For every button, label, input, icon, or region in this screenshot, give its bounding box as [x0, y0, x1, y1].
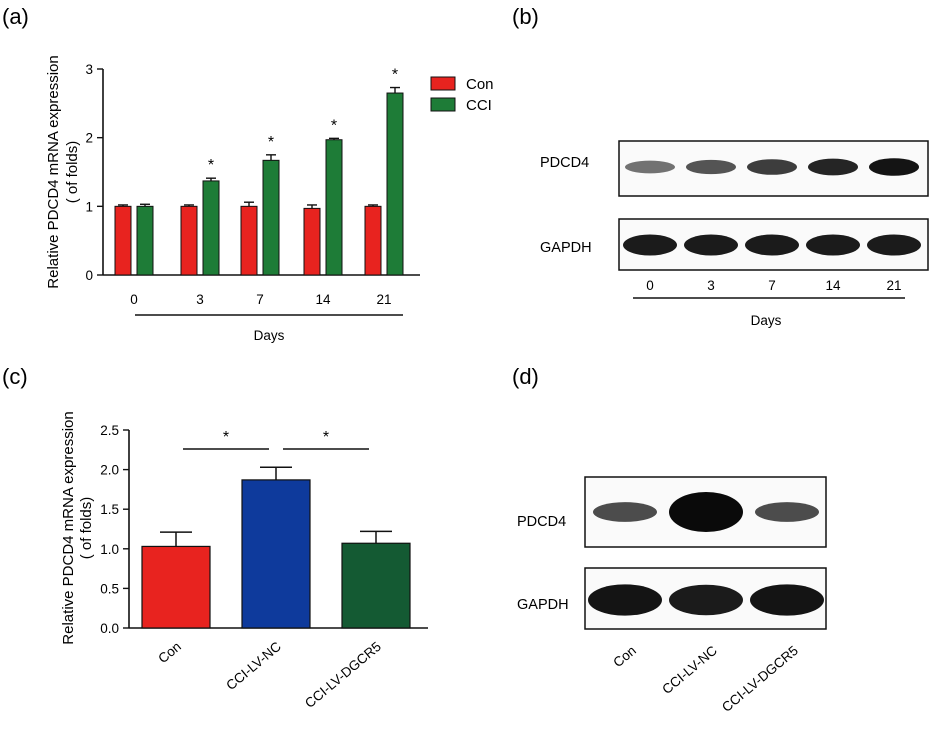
chart-a-bar-con	[240, 205, 258, 276]
blot-d-gapdh-band	[669, 584, 743, 616]
blot-d-lane-labels: Con CCI-LV-NC CCI-LV-DGCR5	[610, 643, 801, 715]
chart-a-ylabel-2: ( of folds)	[64, 141, 81, 204]
chart-a-bar-con	[303, 207, 321, 276]
blot-b: PDCD4 GAPDH 0 3 7 14 21 Days	[540, 140, 929, 328]
chart-c-ytick-label: 1.0	[100, 542, 119, 557]
chart-a-xtick-label: 14	[315, 292, 331, 307]
chart-a: Relative PDCD4 mRNA expression ( of fold…	[45, 55, 494, 343]
chart-a-significance: *	[392, 67, 398, 84]
blot-b-lane-label: 14	[825, 278, 841, 293]
blot-b-row-pdcd4: PDCD4	[540, 155, 589, 171]
chart-a-xtick-label: 0	[130, 292, 138, 307]
blot-d-row-gapdh: GAPDH	[517, 597, 569, 613]
blot-d-bands	[588, 492, 824, 616]
blot-d-pdcd4-band	[593, 502, 657, 522]
chart-a-xtick-label: 21	[376, 292, 391, 307]
chart-c-significance: *	[323, 429, 329, 446]
blot-b-pdcd4-band	[625, 160, 675, 174]
chart-a-bars: * * * *	[114, 67, 404, 276]
chart-a-ylabel-1: Relative PDCD4 mRNA expression	[45, 55, 62, 288]
chart-a-significance: *	[208, 157, 214, 174]
blot-d-lane-label: Con	[610, 643, 639, 670]
blot-b-lane-label: 7	[768, 278, 776, 293]
chart-a-bar-cci	[262, 159, 280, 276]
blot-b-xlabel: Days	[751, 313, 782, 328]
blot-b-pdcd4-band	[869, 158, 919, 176]
chart-c-ylabel-1: Relative PDCD4 mRNA expression	[60, 411, 77, 644]
chart-a-xtick-label: 3	[196, 292, 204, 307]
chart-c-bars: * *	[141, 429, 411, 629]
chart-c-ytick-label: 2.0	[100, 463, 119, 478]
chart-a-bar-cci	[136, 205, 154, 276]
chart-a-ytick-label: 1	[85, 199, 93, 214]
chart-a-ytick-label: 0	[85, 268, 93, 283]
legend-label-con: Con	[466, 76, 494, 93]
chart-c-bar	[241, 479, 311, 629]
chart-c-xticks: Con CCI-LV-NC CCI-LV-DGCR5	[155, 639, 384, 711]
chart-c-ytick-label: 2.5	[100, 423, 119, 438]
blot-b-gapdh-band	[867, 234, 921, 256]
chart-a-xtick-label: 7	[256, 292, 264, 307]
blot-b-lane-label: 21	[886, 278, 901, 293]
panel-label-c: (c)	[2, 364, 28, 389]
blot-d-gapdh-band	[588, 584, 662, 616]
blot-d-pdcd4-band	[755, 502, 819, 522]
chart-a-bar-cci	[325, 139, 343, 276]
blot-b-gapdh-band	[745, 234, 799, 256]
chart-a-xticks: 0 3 7 14 21	[130, 292, 391, 307]
blot-b-gapdh-band	[806, 234, 860, 256]
chart-c-xtick-label: CCI-LV-DGCR5	[302, 639, 384, 711]
blot-b-lane-labels: 0 3 7 14 21	[646, 278, 901, 293]
panel-label-b: (b)	[512, 4, 539, 29]
chart-a-xlabel: Days	[254, 328, 285, 343]
blot-d: PDCD4 GAPDH Con CCI-LV-NC CCI-LV-DGCR5	[517, 476, 827, 715]
chart-c-significance: *	[223, 429, 229, 446]
chart-c: Relative PDCD4 mRNA expression ( of fold…	[60, 411, 428, 711]
legend-swatch-con	[430, 76, 456, 91]
chart-a-ytick-label: 3	[85, 62, 93, 77]
chart-a-bar-con	[114, 205, 132, 276]
blot-d-lane-label: CCI-LV-NC	[659, 643, 720, 697]
chart-c-bar	[141, 545, 211, 629]
chart-c-ylabel-2: ( of folds)	[78, 497, 95, 560]
chart-a-bar-con	[364, 205, 382, 276]
blot-b-row-gapdh: GAPDH	[540, 240, 592, 256]
blot-d-row-pdcd4: PDCD4	[517, 514, 566, 530]
chart-a-significance: *	[268, 134, 274, 151]
chart-c-ytick-label: 0.0	[100, 621, 119, 636]
chart-c-ytick-label: 1.5	[100, 502, 119, 517]
chart-c-bar	[341, 542, 411, 629]
blot-b-pdcd4-band	[686, 159, 736, 175]
blot-b-gapdh-band	[684, 234, 738, 256]
blot-d-gapdh-band	[750, 584, 824, 616]
legend-label-cci: CCI	[466, 97, 492, 114]
blot-d-lane-label: CCI-LV-DGCR5	[719, 643, 801, 715]
blot-d-pdcd4-band	[669, 492, 743, 532]
chart-c-xtick-label: Con	[155, 639, 184, 666]
chart-c-ytick-label: 0.5	[100, 581, 119, 596]
blot-b-bands	[623, 158, 921, 256]
chart-c-xtick-label: CCI-LV-NC	[223, 639, 284, 693]
blot-b-pdcd4-band	[808, 158, 858, 176]
blot-b-lane-label: 0	[646, 278, 654, 293]
legend-swatch-cci	[430, 97, 456, 112]
chart-a-bar-con	[180, 205, 198, 276]
chart-a-ytick-label: 2	[85, 131, 93, 146]
chart-a-significance: *	[331, 117, 337, 134]
panel-label-a: (a)	[2, 4, 29, 29]
chart-a-legend: Con CCI	[430, 76, 494, 114]
blot-b-pdcd4-band	[747, 159, 797, 175]
chart-a-bar-cci	[202, 180, 220, 276]
panel-label-d: (d)	[512, 364, 539, 389]
blot-b-gapdh-band	[623, 234, 677, 256]
blot-b-lane-label: 3	[707, 278, 715, 293]
chart-a-bar-cci	[386, 92, 404, 276]
